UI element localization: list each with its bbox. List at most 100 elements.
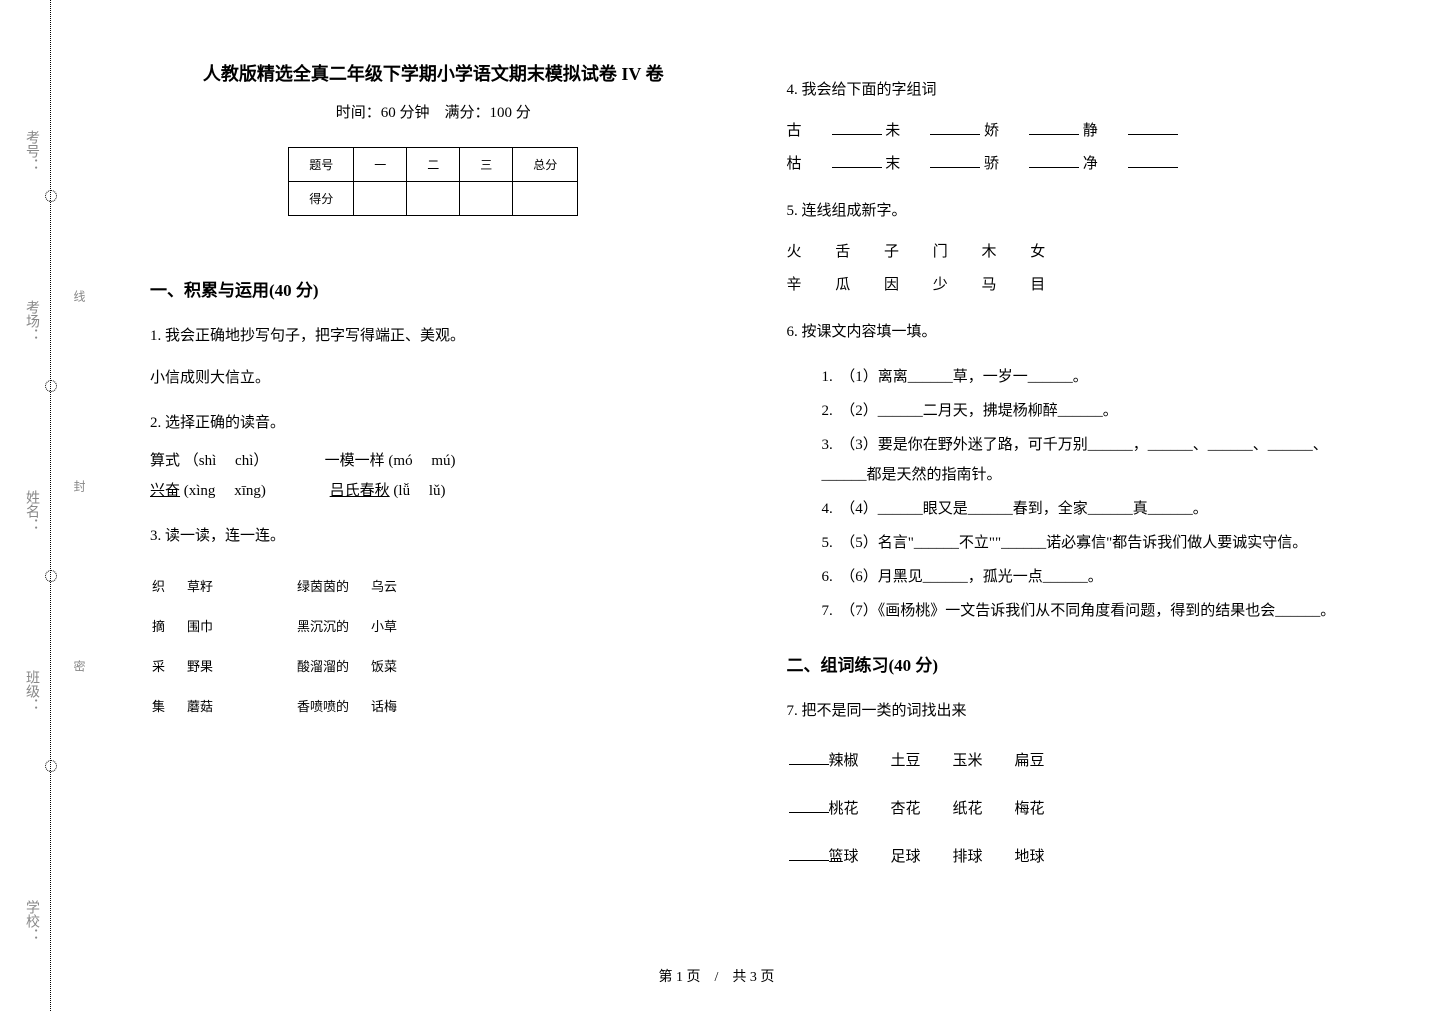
q2-item-word: 算式 (150, 453, 180, 469)
binding-edge: 考号： 线 考场： 封 姓名： 密 班级： 学校： (50, 0, 110, 1011)
binding-label-3: 班级： (21, 670, 41, 712)
score-row-label: 得分 (289, 182, 354, 216)
q5-char: 瓜 (835, 269, 880, 302)
match-cell: 香喷喷的 (297, 688, 369, 726)
q6-item: 7. （7）《画杨桃》一文告诉我们从不同角度看问题，得到的结果也会______。 (822, 596, 1354, 626)
q2-item-p: （shì (184, 453, 217, 469)
match-cell: 黑沉沉的 (297, 608, 369, 646)
word-cell: 篮球 (829, 849, 859, 865)
q5-char: 马 (982, 269, 1027, 302)
binding-marker-2: 密 (71, 660, 88, 672)
q2-item-p: (mó (388, 453, 412, 469)
q7-text: 把不是同一类的词找出来 (802, 703, 967, 719)
q5-char: 辛 (787, 269, 832, 302)
binding-circle (45, 760, 57, 772)
match-cell: 野果 (187, 648, 233, 686)
word-table: 辣椒 土豆 玉米 扁豆 桃花 杏花 纸花 梅花 篮球 足球 排球 地球 (787, 736, 1077, 882)
q5-char: 子 (884, 236, 929, 269)
q5-char: 目 (1030, 269, 1075, 302)
binding-marker-1: 封 (71, 480, 88, 492)
word-cell: 玉米 (953, 738, 1013, 784)
page-number: 第 1 页 / 共 3 页 (0, 966, 1433, 986)
score-cell (407, 182, 460, 216)
q4-char: 净 (1083, 148, 1128, 181)
q2-item-p: (lǚ (393, 483, 410, 499)
match-cell: 集 (152, 688, 185, 726)
match-cell: 话梅 (371, 688, 417, 726)
q5-char: 木 (982, 236, 1027, 269)
match-cell: 采 (152, 648, 185, 686)
q1-sentence: 小信成则大信立。 (150, 363, 717, 393)
score-header-label: 题号 (289, 148, 354, 182)
q4-char: 末 (885, 148, 930, 181)
q4-char: 骄 (984, 148, 1029, 181)
word-cell: 土豆 (891, 738, 951, 784)
q1-num: 1. (150, 328, 161, 344)
q7-num: 7. (787, 703, 798, 719)
q5-char: 舌 (835, 236, 880, 269)
match-cell: 酸溜溜的 (297, 648, 369, 686)
match-cell: 草籽 (187, 568, 233, 606)
q2-item-p: chì） (235, 453, 261, 469)
binding-label-1: 考场： (21, 300, 41, 342)
question-3: 3. 读一读，连一连。 织 草籽 绿茵茵的 乌云 摘 围巾 黑沉沉的 小草 (150, 521, 717, 728)
match-cell: 绿茵茵的 (297, 568, 369, 606)
word-cell: 桃花 (829, 801, 859, 817)
q2-item-word: 一模一样 (325, 453, 385, 469)
word-cell: 排球 (953, 834, 1013, 880)
q1-text: 我会正确地抄写句子，把字写得端正、美观。 (165, 328, 465, 344)
match-cell: 小草 (371, 608, 417, 646)
score-cell (354, 182, 407, 216)
q6-item: 5. （5）名言"______不立""______诺必寡信"都告诉我们做人要诚实… (822, 528, 1354, 558)
q4-char: 静 (1083, 115, 1128, 148)
q2-num: 2. (150, 415, 161, 431)
word-cell: 地球 (1015, 834, 1075, 880)
score-cell (460, 182, 513, 216)
q4-char: 枯 (787, 148, 832, 181)
match-cell: 围巾 (187, 608, 233, 646)
q2-item-word: 兴奋 (150, 483, 180, 499)
score-col-1: 二 (407, 148, 460, 182)
q3-text: 读一读，连一连。 (165, 528, 285, 544)
q6-item: 4. （4）______眼又是______春到，全家______真______。 (822, 494, 1354, 524)
word-cell: 扁豆 (1015, 738, 1075, 784)
page-container: 人教版精选全真二年级下学期小学语文期末模拟试卷 IV 卷 时间：60 分钟 满分… (0, 0, 1433, 897)
q5-char: 少 (933, 269, 978, 302)
exam-title: 人教版精选全真二年级下学期小学语文期末模拟试卷 IV 卷 (150, 60, 717, 86)
q6-item: 3. （3）要是你在野外迷了路，可千万别______，______、______… (822, 430, 1354, 490)
binding-label-4: 学校： (21, 900, 41, 942)
binding-label-0: 考号： (21, 130, 41, 172)
left-column: 人教版精选全真二年级下学期小学语文期末模拟试卷 IV 卷 时间：60 分钟 满分… (130, 60, 737, 897)
q4-text: 我会给下面的字组词 (802, 82, 937, 98)
match-table: 织 草籽 绿茵茵的 乌云 摘 围巾 黑沉沉的 小草 采 野果 (150, 566, 419, 728)
right-column: 4. 我会给下面的字组词 古 未 娇 静 枯 末 骄 净 5. 连线组成新字。 … (767, 60, 1374, 897)
q2-item-p: (xìng (184, 483, 216, 499)
q2-item-p: xīng) (234, 483, 266, 499)
q5-char: 因 (884, 269, 929, 302)
q5-char: 门 (933, 236, 978, 269)
q2-text: 选择正确的读音。 (165, 415, 285, 431)
section2-title: 二、组词练习(40 分) (787, 651, 1354, 676)
binding-label-2: 姓名： (21, 490, 41, 532)
q5-char: 火 (787, 236, 832, 269)
exam-subtitle: 时间：60 分钟 满分：100 分 (150, 101, 717, 122)
q5-text: 连线组成新字。 (802, 203, 907, 219)
q4-char: 未 (885, 115, 930, 148)
match-cell: 饭菜 (371, 648, 417, 686)
q4-num: 4. (787, 82, 798, 98)
question-1: 1. 我会正确地抄写句子，把字写得端正、美观。 小信成则大信立。 (150, 321, 717, 393)
match-cell: 乌云 (371, 568, 417, 606)
q5-char: 女 (1030, 236, 1075, 269)
score-col-3: 总分 (513, 148, 578, 182)
q6-item: 1. （1）离离______草，一岁一______。 (822, 362, 1354, 392)
match-cell: 摘 (152, 608, 185, 646)
word-cell: 足球 (891, 834, 951, 880)
binding-circle (45, 190, 57, 202)
question-2: 2. 选择正确的读音。 算式 （shì chì） 一模一样 (mó mú) 兴奋… (150, 408, 717, 506)
q4-char: 娇 (984, 115, 1029, 148)
question-6: 6. 按课文内容填一填。 1. （1）离离______草，一岁一______。 … (787, 317, 1354, 626)
q6-item: 2. （2）______二月天，拂堤杨柳醉______。 (822, 396, 1354, 426)
question-5: 5. 连线组成新字。 火 舌 子 门 木 女 辛 瓜 因 少 马 目 (787, 196, 1354, 302)
word-cell: 杏花 (891, 786, 951, 832)
score-col-0: 一 (354, 148, 407, 182)
